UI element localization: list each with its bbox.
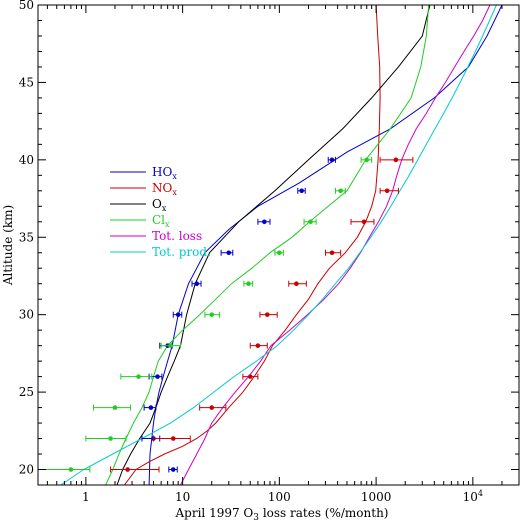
x-axis-title-subscript: 3 bbox=[253, 513, 259, 522]
x-tick-label: 104 bbox=[463, 489, 483, 504]
data-point-HOx bbox=[170, 467, 176, 472]
data-point-Clx bbox=[108, 436, 113, 441]
data-point-HOx bbox=[262, 219, 267, 225]
data-point-Clx bbox=[168, 343, 173, 348]
y-tick-label: 30 bbox=[19, 308, 34, 322]
x-tick-label-base: 10 bbox=[175, 490, 190, 504]
data-point-NOx bbox=[264, 312, 270, 317]
y-tick-label: 20 bbox=[19, 463, 34, 477]
data-point-HOx bbox=[194, 281, 200, 287]
data-point-HOx bbox=[155, 374, 160, 379]
x-axis-title-main: April 1997 O bbox=[175, 506, 254, 520]
data-point-HOx bbox=[299, 188, 304, 194]
data-point-NOx bbox=[393, 157, 399, 163]
x-tick-label: 1000 bbox=[361, 490, 392, 504]
legend-label: HOx bbox=[152, 165, 177, 181]
y-tick-label: 25 bbox=[19, 385, 34, 399]
data-point-Clx bbox=[112, 405, 118, 410]
data-point-Clx bbox=[308, 219, 313, 225]
x-tick-label: 1 bbox=[82, 490, 90, 504]
series-layer bbox=[60, 5, 503, 485]
x-tick-label-base: 10 bbox=[463, 490, 478, 504]
data-point-NOx bbox=[384, 188, 390, 194]
plot-frame bbox=[37, 4, 520, 486]
legend-label: Clx bbox=[152, 213, 170, 229]
data-point-HOx bbox=[226, 250, 232, 256]
series-line-HOx bbox=[148, 5, 503, 485]
y-axis-title: Altitude (km) bbox=[1, 205, 15, 286]
data-point-Clx bbox=[136, 374, 141, 379]
series-line-Clx bbox=[105, 5, 430, 485]
data-point-Clx bbox=[277, 250, 282, 256]
y-tick-label: 35 bbox=[19, 230, 34, 244]
x-axis-title-tail: loss rates (%/month) bbox=[259, 506, 389, 520]
data-point-Clx bbox=[364, 157, 370, 163]
data-point-Clx bbox=[68, 467, 74, 472]
series-line-Totprod bbox=[60, 5, 497, 485]
legend-label-base: Tot. prod. bbox=[152, 245, 211, 259]
data-point-HOx bbox=[148, 405, 154, 410]
data-point-NOx bbox=[209, 405, 215, 410]
x-tick-label-exponent: 4 bbox=[478, 489, 483, 498]
legend-label: NOx bbox=[152, 181, 177, 197]
y-tick-label: 45 bbox=[19, 75, 34, 89]
legend-label-subscript: x bbox=[165, 220, 170, 229]
data-point-Clx bbox=[246, 281, 251, 287]
x-tick-label-base: 1000 bbox=[361, 490, 392, 504]
x-tick-label-base: 1 bbox=[82, 490, 90, 504]
y-tick-label: 40 bbox=[19, 153, 34, 167]
legend-label: Tot. prod. bbox=[152, 245, 211, 259]
y-tick-label: 50 bbox=[19, 0, 34, 12]
legend-label: Tot. loss bbox=[152, 229, 202, 243]
legend-label-subscript: x bbox=[172, 172, 177, 181]
data-point-NOx bbox=[294, 281, 299, 287]
data-point-NOx bbox=[361, 219, 367, 225]
series-line-NOx bbox=[123, 5, 381, 485]
legend-label-subscript: x bbox=[172, 188, 177, 197]
data-point-NOx bbox=[255, 343, 261, 348]
data-point-NOx bbox=[247, 374, 253, 379]
x-tick-label-base: 100 bbox=[268, 490, 291, 504]
x-tick-label: 10 bbox=[175, 490, 190, 504]
data-point-NOx bbox=[170, 436, 176, 441]
data-point-Clx bbox=[338, 188, 343, 194]
legend-label-base: NO bbox=[152, 181, 173, 195]
series-line-Ox bbox=[116, 5, 431, 485]
legend-label-base: Cl bbox=[152, 213, 165, 227]
legend-label-base: HO bbox=[152, 165, 172, 179]
data-point-NOx bbox=[125, 467, 130, 472]
legend-label-base: O bbox=[152, 197, 162, 211]
legend-label-base: Tot. loss bbox=[152, 229, 202, 243]
x-axis-title: April 1997 O3 loss rates (%/month) bbox=[175, 506, 389, 522]
data-point-NOx bbox=[329, 250, 335, 256]
data-point-HOx bbox=[175, 312, 181, 317]
legend-label-subscript: x bbox=[162, 204, 167, 213]
x-tick-label: 100 bbox=[268, 490, 291, 504]
legend-label: Ox bbox=[152, 197, 167, 213]
data-point-HOx bbox=[329, 157, 335, 163]
points-layer bbox=[38, 156, 414, 473]
data-point-Clx bbox=[209, 312, 215, 317]
